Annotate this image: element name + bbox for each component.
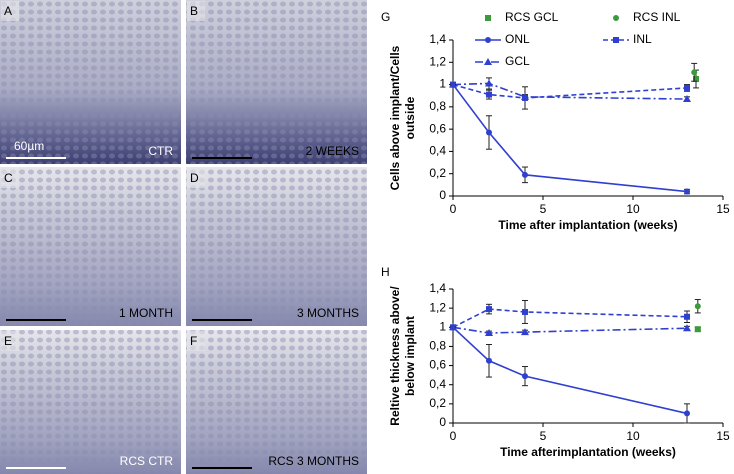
panel-letter: E xyxy=(4,334,12,348)
y-tick-label: 1,4 xyxy=(429,281,446,295)
x-tick-label: 0 xyxy=(450,429,457,443)
y-tick-label: 0,6 xyxy=(429,358,446,372)
marker xyxy=(693,76,699,82)
panel-letter-bg xyxy=(1,1,19,21)
legend-marker xyxy=(485,37,491,43)
x-tick-label: 0 xyxy=(450,202,457,216)
marker xyxy=(449,323,457,331)
panel-letter: D xyxy=(190,171,199,185)
x-axis-label: Time after implantation (weeks) xyxy=(498,218,677,232)
micrograph-texture xyxy=(0,167,181,326)
panel-letter: B xyxy=(190,4,198,18)
x-tick-label: 5 xyxy=(540,429,547,443)
marker xyxy=(486,306,492,313)
marker xyxy=(684,188,690,195)
x-tick-label: 10 xyxy=(626,429,640,443)
panel-letter-bg xyxy=(1,168,19,188)
marker xyxy=(684,84,690,91)
y-tick-label: 0,2 xyxy=(429,396,446,410)
y-axis-label: outside xyxy=(403,96,417,139)
scale-label: 60µm xyxy=(14,139,44,153)
micrograph-texture xyxy=(0,330,181,474)
marker xyxy=(485,79,493,87)
panel-caption: 1 MONTH xyxy=(119,306,173,320)
y-tick-label: 1,2 xyxy=(429,300,446,314)
marker xyxy=(522,373,528,380)
series-line xyxy=(452,82,688,100)
panel-caption: 2 WEEKS xyxy=(306,144,359,158)
y-tick-label: 0 xyxy=(439,188,446,202)
micrograph-texture xyxy=(186,330,367,474)
panel-letter: C xyxy=(4,171,13,185)
x-tick-label: 15 xyxy=(716,429,730,443)
legend-label: RCS GCL xyxy=(505,10,559,24)
series-line xyxy=(452,83,688,99)
marker xyxy=(486,129,492,136)
series-line xyxy=(452,326,688,334)
series-line xyxy=(452,84,688,193)
marker xyxy=(694,326,701,333)
y-tick-label: 0,4 xyxy=(429,144,446,158)
panel-letter: F xyxy=(190,334,197,348)
legend-label: GCL xyxy=(505,54,530,68)
panel-letter: A xyxy=(4,4,12,18)
marker xyxy=(684,410,690,417)
series-line xyxy=(452,326,688,415)
y-tick-label: 0 xyxy=(439,415,446,429)
micrograph-texture xyxy=(0,0,181,164)
y-tick-label: 0,8 xyxy=(429,339,446,353)
marker xyxy=(521,328,529,336)
marker xyxy=(691,69,698,76)
y-tick-label: 1 xyxy=(439,319,446,333)
y-axis-label: Cells above implant/Cells xyxy=(388,45,402,190)
legend-label: ONL xyxy=(505,32,530,46)
x-tick-label: 15 xyxy=(716,202,730,216)
marker xyxy=(485,329,493,337)
legend-marker xyxy=(485,15,491,21)
legend-marker xyxy=(613,15,619,21)
micrograph-texture xyxy=(186,0,367,164)
series-line xyxy=(452,308,688,328)
legend-marker xyxy=(613,37,619,43)
marker xyxy=(683,95,691,103)
y-tick-label: 0,8 xyxy=(429,99,446,113)
panel-caption: RCS 3 MONTHS xyxy=(268,454,359,468)
panel-letter-bg xyxy=(187,331,205,351)
panel-letter: H xyxy=(381,265,390,279)
marker xyxy=(521,92,529,100)
x-tick-label: 5 xyxy=(540,202,547,216)
legend-label: INL xyxy=(633,32,652,46)
marker xyxy=(486,357,492,364)
y-tick-label: 1,2 xyxy=(429,54,446,68)
marker xyxy=(522,308,528,315)
panel-caption: 3 MONTHS xyxy=(297,306,359,320)
panel-letter-bg xyxy=(187,1,205,21)
y-tick-label: 1 xyxy=(439,77,446,91)
panel-caption: RCS CTR xyxy=(120,454,174,468)
y-tick-label: 1,4 xyxy=(429,32,446,46)
panel-letter: G xyxy=(381,10,390,24)
marker xyxy=(694,303,701,310)
y-axis-label: Reltive thickness above/ xyxy=(388,286,402,426)
legend-label: RCS INL xyxy=(633,10,681,24)
y-tick-label: 0,6 xyxy=(429,121,446,135)
x-axis-label: Time afterimplantation (weeks) xyxy=(500,445,676,459)
marker xyxy=(522,171,528,178)
y-tick-label: 0,4 xyxy=(429,377,446,391)
panel-letter-bg xyxy=(187,168,205,188)
panel-caption: CTR xyxy=(148,144,173,158)
marker xyxy=(486,91,492,98)
legend-marker xyxy=(484,58,492,65)
y-tick-label: 0,2 xyxy=(429,166,446,180)
y-axis-label: below implant xyxy=(403,316,417,396)
marker xyxy=(683,324,691,332)
marker xyxy=(684,313,690,320)
marker xyxy=(449,80,457,88)
x-tick-label: 10 xyxy=(626,202,640,216)
micrograph-texture xyxy=(186,167,367,326)
panel-letter-bg xyxy=(1,331,19,351)
